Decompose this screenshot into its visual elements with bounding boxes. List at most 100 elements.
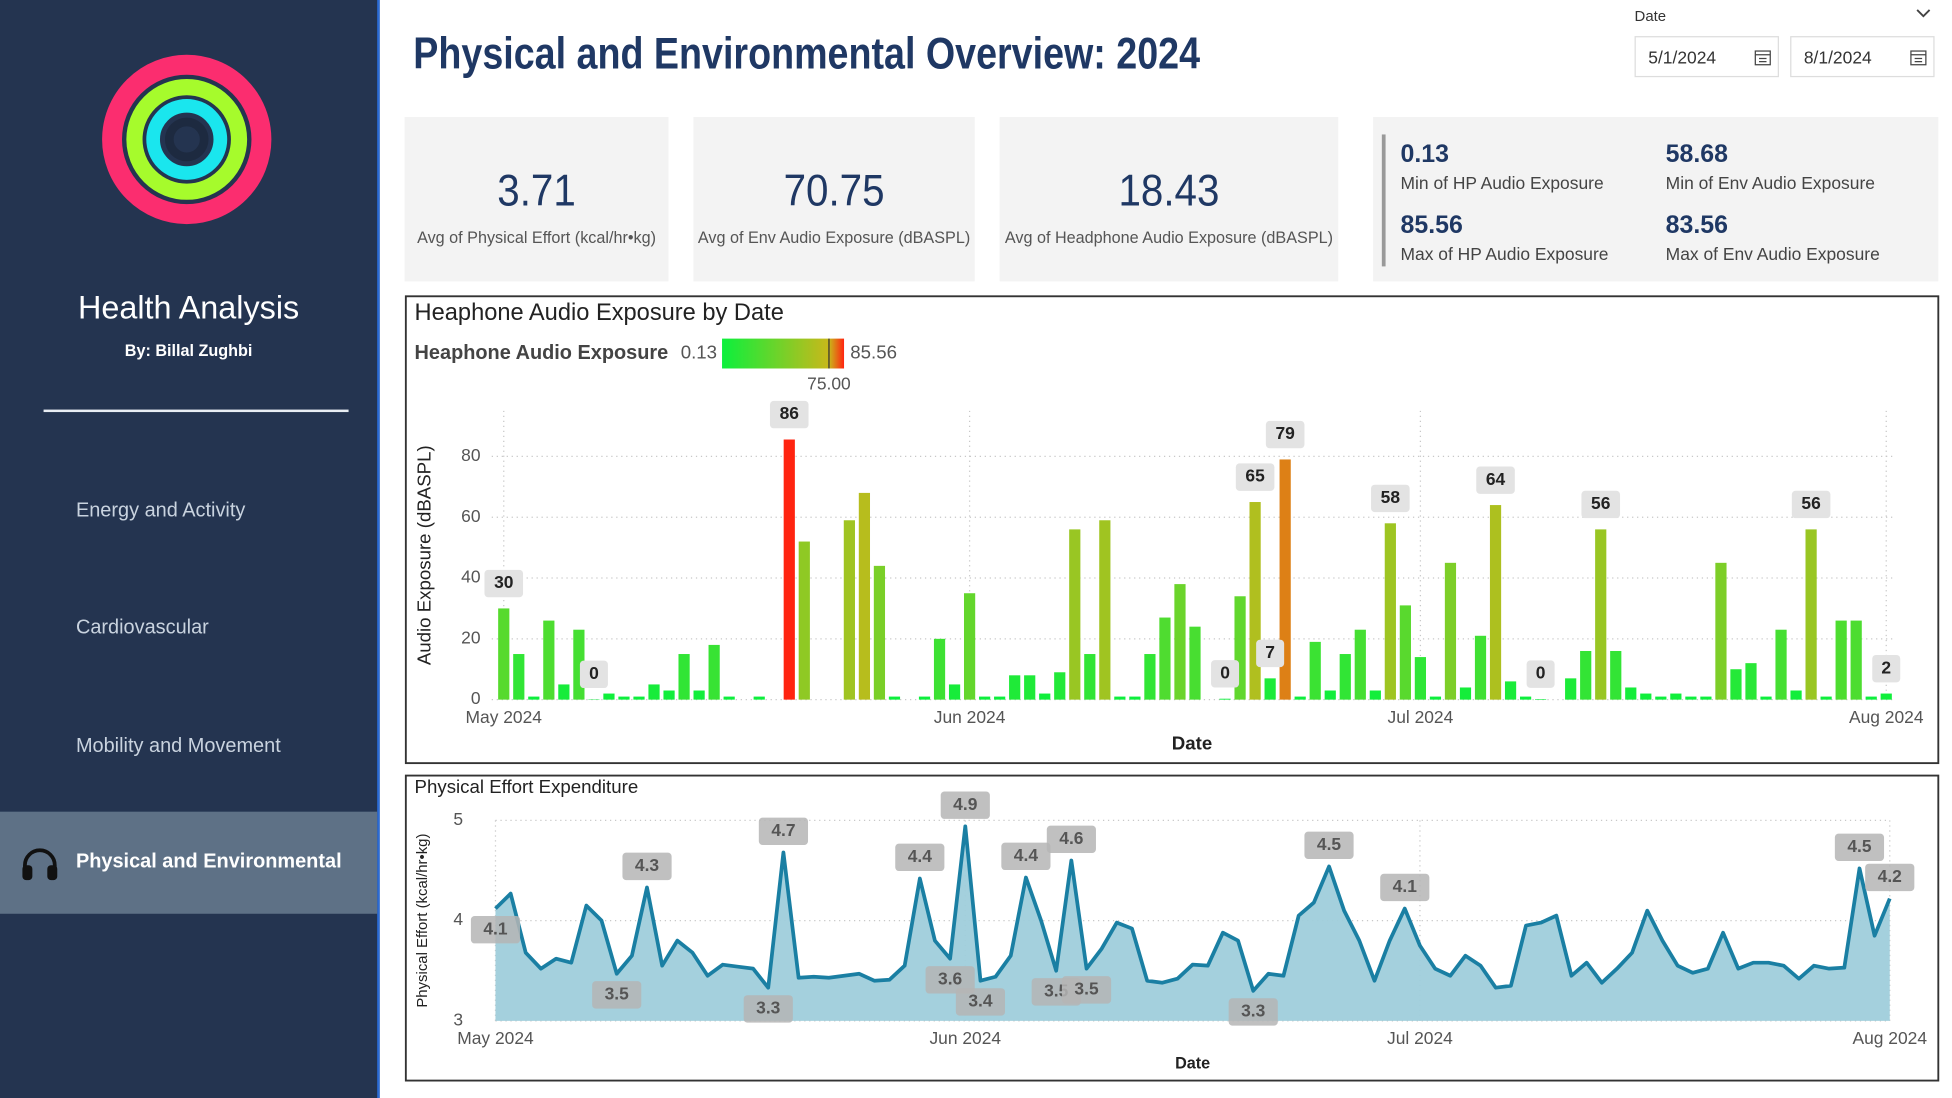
bar	[1354, 629, 1366, 700]
data-label: 56	[1801, 493, 1821, 513]
data-label-box	[622, 852, 672, 881]
kpi-label: Avg of Env Audio Exposure (dBASPL)	[697, 227, 971, 247]
data-label-box	[1304, 831, 1354, 860]
bar	[1625, 687, 1637, 700]
data-label: 4.4	[1014, 845, 1039, 865]
bar	[858, 492, 871, 700]
bar	[1219, 698, 1231, 700]
x-tick-label: Jul 2024	[1387, 707, 1453, 727]
sidebar: Health Analysis By: Billal Zughbi Energy…	[0, 0, 380, 1098]
area-fill	[495, 826, 1890, 1021]
data-label: 0	[1220, 662, 1230, 682]
bar	[1234, 596, 1246, 700]
bar	[1249, 502, 1261, 700]
headphone-icon	[22, 848, 58, 881]
data-label: 4.5	[1847, 836, 1872, 856]
legend-max: 85.56	[850, 341, 897, 362]
data-label-box	[1265, 420, 1305, 449]
bar	[1084, 654, 1096, 700]
legend-gradient	[722, 338, 845, 369]
x-tick-label: Jul 2024	[1387, 1028, 1453, 1048]
bar	[1775, 629, 1787, 700]
data-label: 86	[780, 403, 800, 423]
data-label: 56	[1591, 493, 1611, 513]
bar	[1309, 641, 1321, 700]
nav-item[interactable]: Energy and Activity	[75, 500, 246, 522]
data-label-box	[1001, 842, 1051, 871]
bar	[1565, 678, 1577, 700]
nav-item[interactable]: Mobility and Movement	[75, 735, 281, 757]
bar	[1054, 672, 1066, 700]
bar	[1580, 650, 1592, 700]
legend-mid-label: 75.00	[807, 373, 851, 393]
data-label-box	[925, 966, 975, 994]
data-label: 4.5	[1317, 834, 1342, 854]
data-label: 4.3	[635, 855, 660, 875]
y-tick-label: 20	[461, 627, 480, 647]
chevron[interactable]	[1915, 7, 1932, 19]
nav-item[interactable]: Cardiovascular	[75, 617, 209, 639]
bar	[498, 608, 510, 700]
author: By: Billal Zughbi	[124, 341, 253, 360]
chart-frame	[404, 295, 1940, 765]
bar	[1610, 650, 1622, 700]
date-text: 8/1/2024	[1803, 47, 1872, 68]
bar	[1670, 693, 1682, 700]
filter-label: Date	[1634, 7, 1667, 25]
stat-label: Min of HP Audio Exposure	[1400, 173, 1604, 193]
bar	[933, 638, 946, 700]
bar	[1459, 687, 1472, 700]
y-tick-label: 0	[471, 688, 481, 708]
bar	[948, 684, 961, 700]
data-label: 0	[589, 663, 599, 683]
y-tick-label: 4	[453, 909, 463, 929]
bar	[1489, 505, 1502, 700]
y-tick-label: 40	[461, 567, 480, 587]
data-label-box	[1476, 466, 1515, 494]
stat-value: 58.68	[1665, 140, 1728, 169]
bar	[513, 654, 525, 700]
bar	[678, 654, 690, 700]
date-text: 5/1/2024	[1648, 47, 1717, 68]
data-label-box	[955, 988, 1006, 1016]
y-tick-label: 3	[453, 1009, 463, 1029]
x-tick-label: Aug 2024	[1852, 1028, 1927, 1048]
bar	[1519, 696, 1532, 700]
data-label-box	[1371, 484, 1410, 513]
x-tick-label: Jun 2024	[929, 1028, 1001, 1048]
date-start[interactable]: 5/1/2024	[1634, 36, 1779, 78]
data-label: 2	[1881, 657, 1891, 677]
bar	[1159, 617, 1171, 700]
bar	[1144, 654, 1156, 700]
date-end[interactable]: 8/1/2024	[1790, 36, 1935, 78]
bar	[1715, 562, 1727, 700]
bar	[528, 696, 540, 700]
legend-title: Heaphone Audio Exposure	[415, 342, 669, 364]
kpi-card: 70.75 Avg of Env Audio Exposure (dBASPL)	[693, 117, 975, 282]
stat-value: 0.13	[1400, 140, 1449, 169]
x-tick-label: Jun 2024	[934, 707, 1006, 727]
nav-item-selected[interactable]: Physical and Environmental	[0, 811, 378, 914]
bar	[1700, 696, 1712, 700]
y-tick-label: 80	[461, 445, 480, 465]
nav-label: Physical and Environmental	[75, 851, 342, 873]
data-label: 4.6	[1059, 828, 1084, 848]
data-label-box	[758, 817, 809, 845]
data-label: 65	[1245, 466, 1265, 486]
y-axis-title: Audio Exposure (dBASPL)	[414, 445, 435, 665]
bar	[1384, 523, 1396, 700]
line	[494, 824, 1892, 993]
kpi-value: 18.43	[1118, 164, 1220, 216]
data-label-box	[1872, 654, 1901, 683]
data-label-box	[895, 843, 945, 872]
bar	[1655, 696, 1667, 700]
data-label-box	[470, 916, 521, 944]
bar	[1339, 654, 1351, 700]
bar	[1835, 620, 1847, 700]
data-label: 4.1	[483, 918, 508, 938]
data-label-box	[579, 660, 608, 689]
data-label: 4.7	[771, 820, 795, 840]
data-label: 3.5	[1074, 978, 1099, 998]
bar	[1114, 696, 1126, 700]
